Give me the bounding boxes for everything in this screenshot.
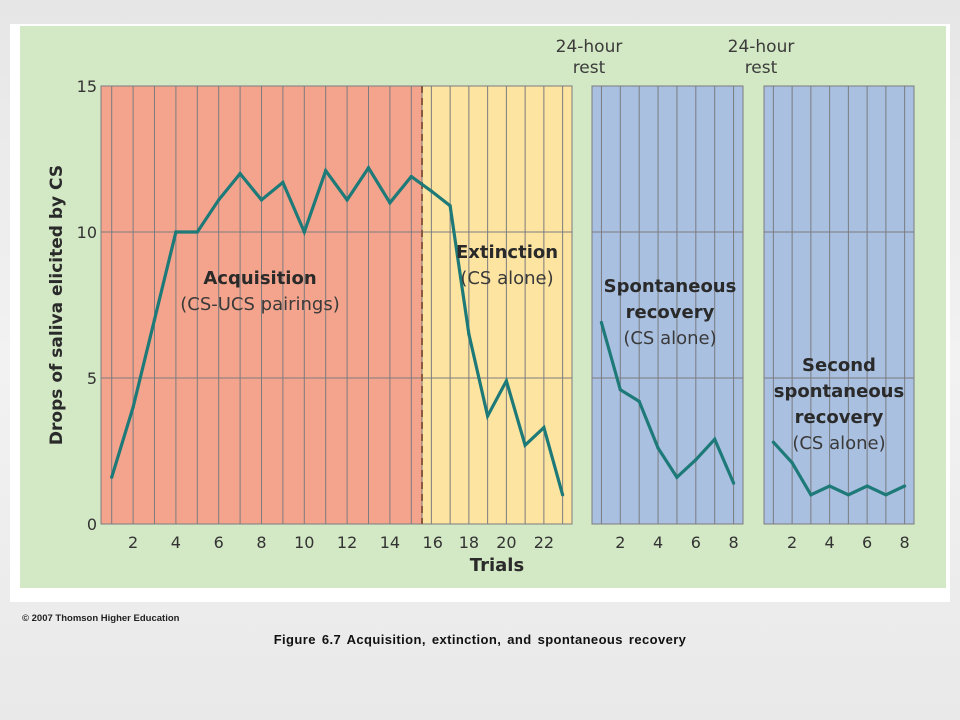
data-point — [846, 493, 850, 497]
x-tick-label: 18 — [459, 533, 479, 552]
rest-header-text: rest — [745, 58, 778, 78]
panel-label-text: Second — [802, 355, 876, 376]
data-point — [302, 230, 306, 234]
y-tick-label: 0 — [87, 515, 97, 534]
x-tick-label: 4 — [825, 533, 835, 552]
x-tick-label: 6 — [691, 533, 701, 552]
data-point — [599, 320, 604, 325]
x-tick-label: 2 — [128, 533, 138, 552]
panel-background-extinction — [422, 86, 572, 524]
x-tick-label: 2 — [787, 533, 797, 552]
x-tick-label: 8 — [728, 533, 738, 552]
x-tick-label: 2 — [615, 533, 625, 552]
x-tick-label: 4 — [171, 533, 181, 552]
data-point — [865, 484, 869, 488]
data-point — [731, 481, 736, 485]
figure-caption: Figure 6.7 Acquisition, extinction, and … — [273, 632, 687, 647]
series-line-connector — [410, 175, 433, 193]
data-point — [828, 484, 832, 488]
data-point — [388, 201, 392, 205]
data-point — [110, 475, 114, 479]
data-point — [217, 198, 221, 202]
panel-background-spontaneous-recovery — [592, 86, 743, 524]
data-point — [713, 437, 717, 441]
x-tick-label: 16 — [423, 533, 443, 552]
panel-label-text: recovery — [626, 302, 715, 323]
data-point — [324, 169, 328, 173]
data-point — [504, 379, 508, 383]
x-tick-label: 22 — [534, 533, 554, 552]
data-point — [345, 198, 349, 202]
y-tick-label: 10 — [77, 223, 97, 242]
data-point — [675, 475, 679, 479]
panel-label-text: Spontaneous — [604, 276, 737, 297]
panel-label-text: spontaneous — [774, 381, 904, 402]
data-point — [694, 458, 698, 462]
copyright-text: © 2007 Thomson Higher Education — [22, 613, 180, 624]
data-point — [259, 198, 264, 202]
x-axis-label: Trials — [470, 555, 524, 576]
x-tick-label: 20 — [496, 533, 516, 552]
figure-card: 2 4 6 8 10 12 14 16 18 20 22 2 4 6 8 24-hour rest 2 4 6 8 24-… — [10, 24, 950, 624]
data-point — [637, 399, 641, 403]
rest-header-text: rest — [573, 58, 606, 78]
data-point — [195, 230, 199, 234]
rest-header-text: 24-hour — [556, 37, 623, 57]
panel-background-second-spontaneous-recovery — [764, 86, 914, 524]
data-point — [903, 484, 907, 488]
data-point — [809, 493, 813, 497]
data-point — [174, 230, 178, 234]
y-tick-label: 5 — [87, 369, 97, 388]
data-point — [152, 318, 157, 322]
data-point — [656, 446, 660, 450]
data-point — [238, 172, 242, 176]
x-tick-label: 6 — [214, 533, 224, 552]
panel-border — [591, 85, 744, 525]
panel-label-text: Acquisition — [203, 268, 316, 289]
x-tick-label: 12 — [337, 533, 357, 552]
y-tick-label: 15 — [77, 77, 97, 96]
x-tick-label: 8 — [900, 533, 910, 552]
data-point — [542, 426, 546, 430]
panel-border — [763, 85, 915, 525]
data-point — [281, 180, 285, 184]
series-line-extinction — [430, 189, 565, 496]
data-point — [366, 166, 371, 170]
y-axis-label: Drops of saliva elicited by CS — [47, 165, 67, 445]
panel-label-text: recovery — [795, 407, 884, 428]
panel-label-text: (CS-UCS pairings) — [180, 294, 340, 315]
data-point — [884, 493, 888, 497]
data-point — [561, 493, 565, 497]
rest-header-text: 24-hour — [728, 37, 795, 57]
x-tick-label: 8 — [256, 533, 266, 552]
panel-label-text: (CS alone) — [623, 328, 716, 349]
x-tick-label: 6 — [862, 533, 872, 552]
x-tick-label: 14 — [380, 533, 400, 552]
series-line-spontaneous-recovery — [599, 322, 736, 484]
data-point — [790, 461, 794, 465]
x-tick-label: 4 — [653, 533, 663, 552]
x-tick-label: 10 — [294, 533, 314, 552]
data-point — [771, 440, 775, 444]
data-point — [131, 405, 135, 409]
data-point — [486, 414, 490, 418]
data-point — [467, 332, 471, 336]
series-line-second-spontaneous-recovery — [772, 441, 906, 497]
data-point — [448, 204, 452, 208]
panel-label-text: (CS alone) — [460, 268, 553, 289]
panel-label-text: (CS alone) — [792, 433, 885, 454]
data-point — [618, 388, 622, 392]
panel-label-text: Extinction — [456, 242, 558, 263]
data-point — [523, 443, 527, 447]
